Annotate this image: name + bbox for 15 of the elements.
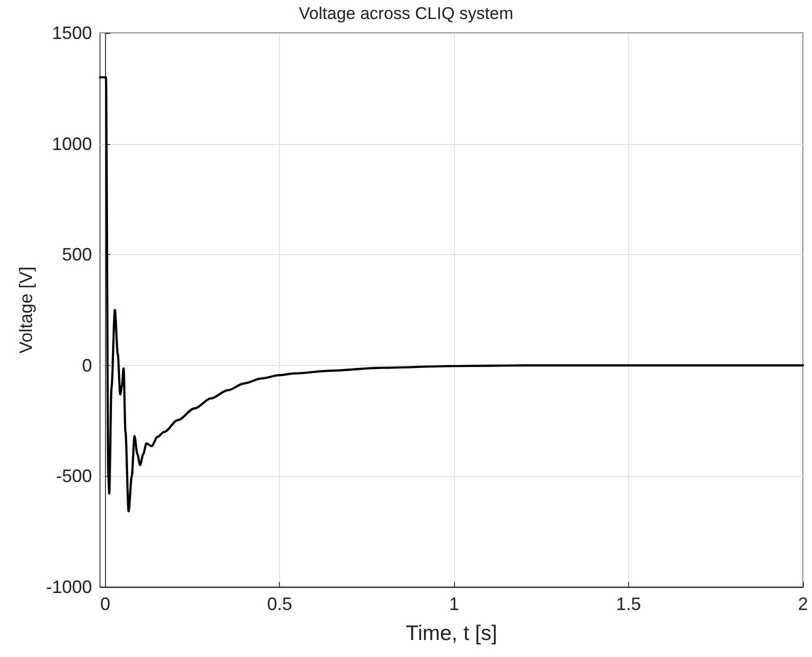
x-tick-label: 0.5: [267, 594, 292, 614]
y-tick-label: 1500: [52, 23, 92, 43]
y-tick-label: -500: [56, 466, 92, 486]
y-axis-title: Voltage [V]: [16, 266, 36, 354]
x-axis-title: Time, t [s]: [406, 622, 498, 645]
y-tick-label: 1000: [52, 134, 92, 154]
x-tick-label: 2: [798, 594, 808, 614]
line-series: [98, 76, 804, 512]
y-tick-label: 0: [82, 355, 92, 376]
x-tick-label: 1.5: [616, 594, 642, 614]
chart-title: Voltage across CLIQ system: [298, 4, 514, 23]
x-tick-label: 1: [449, 594, 460, 614]
y-tick-label: 500: [62, 244, 92, 265]
x-tick-label: 0: [100, 594, 110, 614]
y-tick-label: -1000: [46, 577, 92, 597]
